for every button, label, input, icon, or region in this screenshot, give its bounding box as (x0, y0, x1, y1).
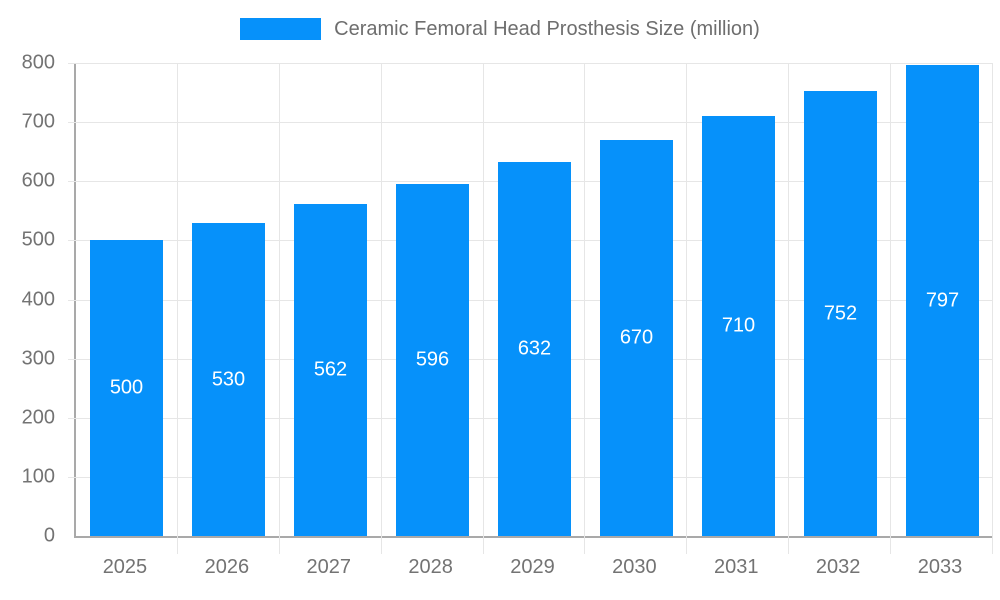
x-axis-tick-label: 2029 (510, 556, 555, 578)
x-axis-tick-label: 2030 (612, 556, 657, 578)
x-gridline (992, 63, 993, 554)
y-axis-tick-label: 100 (21, 465, 55, 488)
y-axis-tick-label: 0 (43, 524, 55, 547)
x-axis-tick-label: 2027 (306, 556, 351, 578)
x-axis-tick-label: 2031 (714, 556, 759, 578)
x-gridline (279, 63, 280, 554)
bar-2026: 530 (192, 223, 265, 536)
bar-value-label: 500 (109, 376, 144, 399)
y-axis-tick-label: 700 (21, 110, 55, 133)
x-gridline (686, 63, 687, 554)
bar-value-label: 752 (823, 302, 858, 324)
x-axis-tick-label: 2033 (917, 556, 963, 578)
bar-value-label: 797 (925, 289, 960, 311)
legend-swatch[interactable] (240, 18, 322, 40)
y-gridline (68, 63, 993, 64)
y-axis-tick-label: 500 (21, 228, 55, 251)
y-axis-tick-label: 600 (21, 169, 55, 192)
bar-value-label: 562 (313, 358, 348, 381)
bar-2032: 752 (804, 91, 877, 536)
bar-2031: 710 (702, 116, 775, 536)
bar-2027: 562 (294, 204, 367, 536)
x-gridline (890, 63, 891, 554)
legend[interactable]: Ceramic Femoral Head Prosthesis Size (mi… (0, 18, 1000, 40)
bar-value-label: 710 (721, 314, 756, 337)
x-axis-tick-label: 2028 (408, 556, 453, 578)
x-axis-tick-label: 2032 (815, 556, 861, 578)
y-gridline (68, 122, 993, 123)
y-axis-tick-label: 800 (21, 51, 55, 74)
y-axis-tick-label: 200 (21, 406, 55, 429)
plot-area: 500 530 562 596 632 670 710 752 797 (68, 63, 993, 554)
x-gridline (177, 63, 178, 554)
bar-2033: 797 (906, 65, 979, 536)
bar-2025: 500 (90, 240, 163, 536)
bar-2030: 670 (600, 140, 673, 536)
x-gridline (483, 63, 484, 554)
bar-2029: 632 (498, 162, 571, 536)
bar-value-label: 670 (619, 326, 654, 349)
x-axis-tick-label: 2025 (102, 556, 148, 578)
legend-label: Ceramic Femoral Head Prosthesis Size (mi… (334, 18, 760, 40)
x-gridline (788, 63, 789, 554)
bar-2028: 596 (396, 184, 469, 536)
y-axis-tick-label: 400 (21, 288, 55, 311)
x-gridline (381, 63, 382, 554)
x-axis-tick-label: 2026 (204, 556, 250, 578)
bar-value-label: 596 (415, 348, 450, 371)
x-gridline (584, 63, 585, 554)
bar-value-label: 530 (211, 368, 246, 390)
y-axis-tick-label: 300 (21, 347, 55, 370)
bar-value-label: 632 (517, 337, 552, 360)
